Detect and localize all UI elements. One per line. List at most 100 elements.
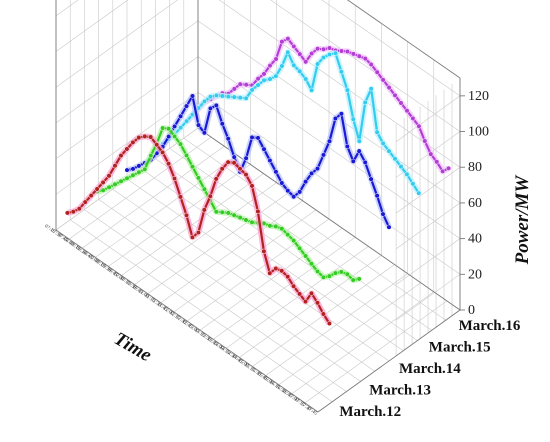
data-point — [422, 138, 428, 144]
data-point — [160, 149, 166, 155]
time-tick-label: 11:00 — [137, 289, 149, 300]
data-point — [177, 194, 184, 200]
time-tick-label: 12:15 — [168, 311, 181, 322]
data-point — [326, 45, 333, 51]
data-point — [231, 154, 237, 160]
data-point — [356, 53, 362, 59]
data-point — [213, 102, 219, 108]
data-point — [267, 223, 273, 229]
series-layer — [64, 35, 452, 327]
data-point — [100, 187, 106, 193]
data-point — [118, 153, 124, 159]
floor-grid-line — [183, 137, 446, 321]
data-point — [302, 299, 309, 305]
time-tick-label: 14:30 — [224, 350, 237, 361]
data-point — [243, 95, 249, 101]
time-tick-label: 10:45 — [131, 285, 144, 296]
time-tick-label: 13:45 — [206, 337, 219, 348]
data-point — [356, 138, 362, 144]
time-tick-label: 09:45 — [106, 267, 119, 278]
data-point — [374, 193, 380, 199]
data-point — [297, 68, 303, 74]
time-tick-label: 17:00 — [287, 393, 300, 404]
data-point — [362, 99, 368, 106]
data-point — [350, 51, 356, 57]
data-point — [338, 48, 345, 54]
series-March.16 — [184, 35, 452, 175]
data-point — [356, 148, 362, 154]
data-point — [172, 133, 178, 139]
data-point — [124, 167, 130, 173]
series-label: March.13 — [369, 382, 431, 398]
data-point — [309, 170, 315, 176]
data-point — [261, 77, 267, 83]
time-tick-label: 07:30 — [50, 228, 63, 239]
data-point — [291, 62, 297, 68]
data-point — [64, 210, 70, 216]
data-point — [332, 115, 338, 122]
data-point — [338, 111, 344, 117]
data-point — [338, 269, 344, 275]
time-tick-label: 17:15 — [293, 397, 306, 408]
floor-grid-line — [98, 199, 361, 382]
time-tick-label: 13:15 — [193, 328, 206, 339]
data-point — [225, 136, 231, 142]
data-point — [374, 69, 380, 75]
data-point — [350, 158, 356, 164]
data-point — [320, 54, 327, 61]
data-point — [416, 123, 422, 129]
time-tick-label: 07:45 — [56, 233, 69, 244]
data-point — [279, 39, 285, 45]
data-point — [237, 166, 243, 172]
data-point — [243, 82, 249, 88]
time-tick-label: 15:00 — [237, 358, 250, 369]
data-point — [297, 245, 303, 251]
data-point — [308, 261, 315, 267]
data-point — [380, 211, 386, 217]
data-point — [267, 63, 273, 69]
series-glow — [184, 35, 450, 175]
time-tick-label: 12:45 — [181, 319, 194, 330]
data-point — [285, 49, 291, 55]
data-point — [344, 48, 350, 55]
data-point — [297, 189, 303, 195]
series-label: March.16 — [459, 318, 521, 334]
data-point — [183, 152, 190, 158]
data-point — [172, 123, 178, 129]
time-tick-label: 17:45 — [305, 406, 318, 417]
data-point — [231, 160, 237, 166]
data-point — [201, 186, 207, 192]
time-tick-label: 11:45 — [156, 302, 168, 313]
data-point — [314, 268, 321, 274]
data-point — [386, 148, 392, 154]
data-point — [249, 87, 255, 93]
time-tick-label: 09:30 — [100, 263, 113, 274]
time-tick-label: 14:15 — [218, 345, 231, 356]
data-point — [70, 209, 76, 215]
data-point — [315, 46, 321, 52]
data-point — [326, 138, 333, 144]
data-point — [201, 98, 208, 104]
z-tick-label: 120 — [468, 89, 489, 104]
data-point — [183, 103, 190, 109]
data-point — [267, 76, 273, 82]
data-point — [219, 93, 225, 99]
floor-grid-line — [112, 188, 375, 372]
data-point — [309, 87, 315, 93]
floor-grid-line — [155, 158, 418, 341]
time-tick-label: 10:30 — [125, 280, 138, 291]
data-point — [225, 94, 231, 100]
data-point — [446, 165, 452, 171]
time-tick-label: 09:00 — [87, 254, 100, 265]
data-point — [171, 175, 178, 182]
data-point — [303, 179, 309, 185]
data-point — [303, 59, 309, 65]
data-point — [273, 223, 279, 229]
data-point — [88, 193, 94, 199]
data-point — [440, 168, 446, 174]
data-point — [106, 184, 112, 190]
floor-grid-line — [70, 219, 333, 403]
data-point — [213, 92, 219, 98]
data-point — [76, 206, 82, 212]
